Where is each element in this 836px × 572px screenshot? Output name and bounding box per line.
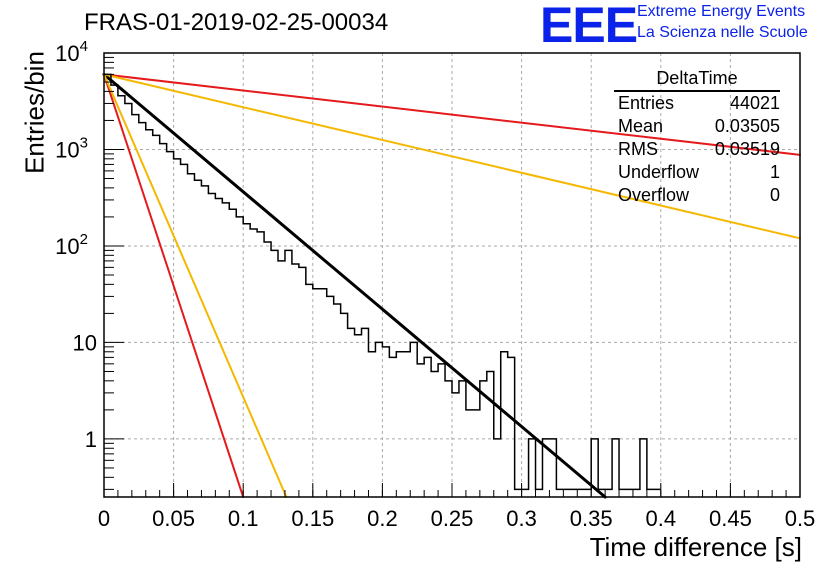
y-axis: 1 10 102 103 104 xyxy=(55,38,124,490)
stats-value: 0.03505 xyxy=(714,116,780,136)
histogram-outline xyxy=(104,73,661,491)
x-axis-label: Time difference [s] xyxy=(589,532,802,562)
logo-subtitle-2: La Scienza nelle Scuole xyxy=(637,24,808,41)
fit-line xyxy=(102,72,607,499)
x-tick-label: 0.25 xyxy=(431,506,474,531)
x-tick-label: 0.4 xyxy=(646,506,677,531)
stats-box: DeltaTime Entries 44021 Mean 0.03505 RMS… xyxy=(612,68,780,207)
stats-title: DeltaTime xyxy=(614,68,780,92)
curves xyxy=(102,72,801,499)
logo-subtitle-1: Extreme Energy Events xyxy=(637,3,806,20)
stats-row: Entries 44021 xyxy=(612,92,780,115)
stats-row: Overflow 0 xyxy=(612,184,780,207)
y-tick-label: 103 xyxy=(55,134,88,162)
grid-lines xyxy=(104,53,800,497)
stats-value: 0 xyxy=(769,185,780,205)
reference-curve xyxy=(103,73,288,498)
stats-row: Mean 0.03505 xyxy=(612,115,780,138)
stats-label: Overflow xyxy=(618,185,690,205)
x-tick-label: 0.3 xyxy=(506,506,537,531)
x-tick-label: 0 xyxy=(98,506,110,531)
y-axis-label: Entries/bin xyxy=(19,51,50,174)
x-axis: 0 0.05 0.1 0.15 0.2 0.25 0.3 0.35 0.4 0.45 0.5 xyxy=(98,483,815,531)
stats-row: Underflow 1 xyxy=(612,161,780,184)
y-tick-label: 104 xyxy=(55,38,88,66)
reference-curve xyxy=(103,73,245,498)
stats-label: Entries xyxy=(618,93,675,113)
x-tick-label: 0.15 xyxy=(291,506,334,531)
histogram xyxy=(104,73,661,491)
reference-curve xyxy=(103,73,801,156)
y-tick-label: 10 xyxy=(73,330,97,355)
y-tick-label: 1 xyxy=(85,427,97,452)
stats-value: 44021 xyxy=(729,93,780,113)
x-tick-label: 0.1 xyxy=(228,506,259,531)
y-tick-label: 102 xyxy=(55,231,88,259)
stats-label: Mean xyxy=(618,116,664,136)
stats-value: 0.03519 xyxy=(714,139,780,159)
eee-logo: EEE xyxy=(540,0,638,53)
x-tick-label: 0.45 xyxy=(709,506,752,531)
stats-label: Underflow xyxy=(618,162,700,182)
x-tick-label: 0.35 xyxy=(570,506,613,531)
x-tick-label: 0.05 xyxy=(152,506,195,531)
x-tick-label: 0.5 xyxy=(785,506,816,531)
stats-row: RMS 0.03519 xyxy=(612,138,780,161)
chart-title: FRAS-01-2019-02-25-00034 xyxy=(84,9,389,36)
reference-curve xyxy=(103,73,801,240)
x-tick-label: 0.2 xyxy=(367,506,398,531)
stats-label: RMS xyxy=(618,139,658,159)
stats-value: 1 xyxy=(769,162,780,182)
